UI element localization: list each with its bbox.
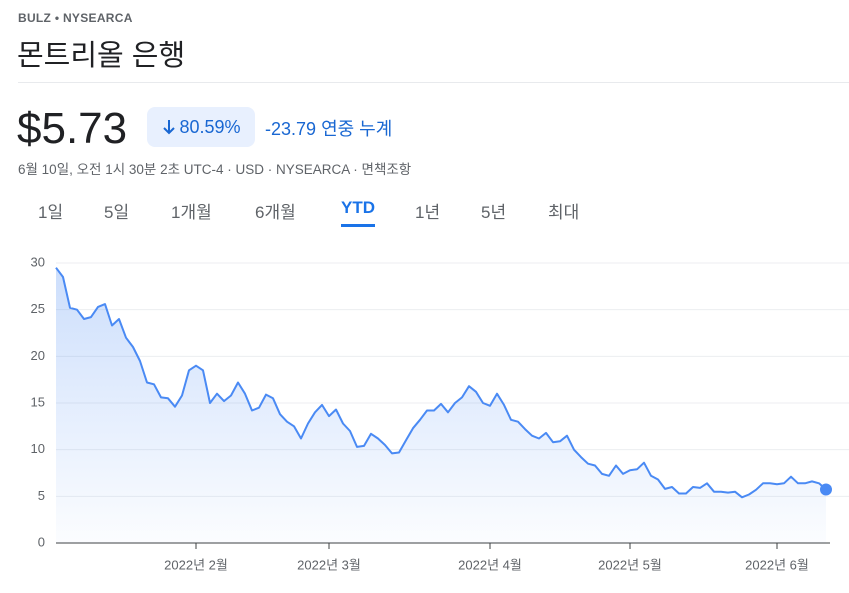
range-tab[interactable]: 1일 bbox=[38, 203, 64, 222]
range-tab[interactable]: 5일 bbox=[104, 203, 130, 222]
x-tick-label: 2022년 2월 bbox=[164, 557, 228, 572]
divider bbox=[18, 82, 849, 83]
chart: 0 5 10 15 20 25 30 2022년 2월 2022년 3월 2022년 4월 2022… bbox=[31, 254, 849, 572]
y-tick-label: 0 bbox=[38, 534, 45, 549]
change-value: -23.79 bbox=[265, 119, 317, 139]
range-tab[interactable]: 5년 bbox=[481, 203, 507, 222]
range-tab[interactable]: 6개월 bbox=[255, 203, 296, 222]
range-tab[interactable]: 최대 bbox=[548, 203, 580, 222]
y-tick-label: 15 bbox=[31, 394, 45, 409]
timestamp: 6월 10일, 오전 1시 30분 2초 UTC-4 · USD · NYSEA… bbox=[18, 162, 412, 177]
company-name: 몬트리올 은행 bbox=[17, 40, 186, 72]
down-arrow bbox=[163, 120, 176, 135]
y-tick-label: 20 bbox=[31, 348, 45, 363]
range-tab[interactable]: YTD bbox=[341, 198, 375, 227]
x-tick-label: 2022년 5월 bbox=[598, 557, 662, 572]
last-point bbox=[820, 483, 832, 496]
change-badge: 80.59% bbox=[147, 107, 255, 147]
price: $5.73 bbox=[17, 104, 128, 153]
range-tab[interactable]: 1개월 bbox=[171, 203, 212, 222]
symbol: BULZ • NYSEARCA bbox=[18, 11, 133, 25]
y-tick-label: 10 bbox=[31, 441, 45, 456]
x-tick-label: 2022년 4월 bbox=[458, 557, 522, 572]
y-tick-label: 30 bbox=[31, 254, 45, 269]
change-percent: 80.59% bbox=[179, 116, 241, 137]
x-tick-label: 2022년 3월 bbox=[297, 557, 361, 572]
price-line bbox=[55, 267, 827, 499]
period: 연중 누계 bbox=[321, 119, 393, 139]
x-tick-label: 2022년 6월 bbox=[745, 557, 809, 572]
y-tick-label: 25 bbox=[31, 301, 45, 316]
range-tab[interactable]: 1년 bbox=[415, 203, 441, 222]
change: -23.79 연중 누계 bbox=[265, 115, 392, 141]
y-tick-label: 5 bbox=[38, 488, 45, 503]
